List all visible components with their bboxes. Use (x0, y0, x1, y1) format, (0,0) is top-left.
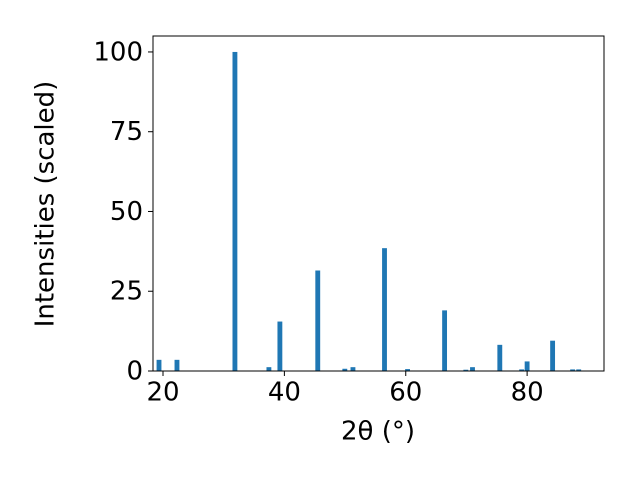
bar (497, 344, 503, 371)
bar (405, 369, 410, 371)
x-tick-label: 40 (268, 378, 301, 408)
x-axis-label: 2θ (°) (341, 417, 415, 447)
plot-frame (152, 35, 605, 372)
y-tick-label: 50 (110, 197, 143, 227)
y-tick-label: 75 (110, 117, 143, 147)
bar (519, 369, 525, 371)
x-tick-label: 60 (389, 378, 422, 408)
x-tick-label: 80 (511, 378, 544, 408)
y-tick-label: 0 (126, 357, 143, 387)
bar (315, 270, 321, 371)
bar (350, 367, 356, 371)
bar (342, 368, 348, 371)
bar (524, 361, 530, 371)
bar (277, 321, 283, 371)
bar (174, 359, 180, 371)
bar (463, 369, 469, 371)
bar (156, 359, 162, 371)
y-axis-label: Intensities (scaled) (31, 81, 61, 328)
bar (382, 248, 387, 371)
y-tick-label: 100 (93, 37, 143, 67)
x-tick-label: 20 (146, 378, 179, 408)
bar (570, 369, 576, 371)
bar (232, 51, 238, 371)
bar (470, 367, 475, 371)
bar (550, 340, 556, 371)
bar (576, 369, 582, 371)
y-tick-label: 25 (110, 277, 143, 307)
bar (442, 310, 448, 371)
bar (266, 367, 272, 371)
